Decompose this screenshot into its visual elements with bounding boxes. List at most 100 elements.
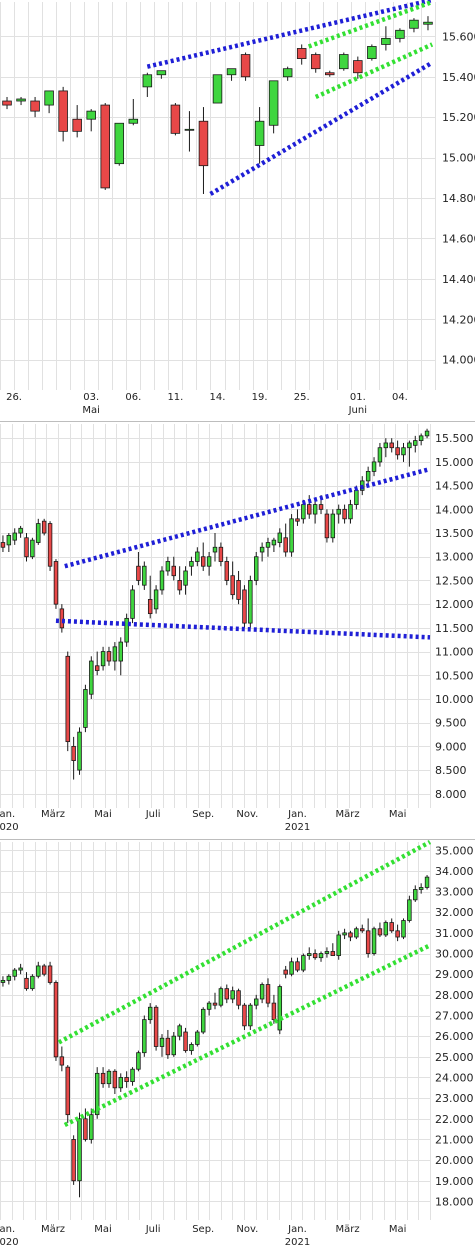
candle-up <box>301 504 306 520</box>
candle-up <box>424 876 430 888</box>
x-tick-label: Juli <box>145 809 161 820</box>
y-tick-label: 20.000 <box>435 1154 474 1167</box>
candle-up <box>383 442 389 449</box>
y-tick-label: 14.400 <box>442 273 475 286</box>
candle-up <box>301 955 306 971</box>
candle-up <box>407 899 412 921</box>
trendline <box>64 466 431 569</box>
candle-up <box>348 504 353 520</box>
y-tick-label: 10.000 <box>435 693 474 706</box>
candle-down <box>112 1070 118 1089</box>
candle-up <box>18 527 23 534</box>
candle-down <box>218 546 224 562</box>
candle-down <box>318 504 324 510</box>
candle-down <box>59 1056 65 1066</box>
y-tick-label: 15.000 <box>442 152 475 165</box>
grid-lines <box>0 842 431 1220</box>
candle-down <box>0 542 6 548</box>
candle-down <box>295 961 300 971</box>
candle-down <box>177 580 182 591</box>
candle-down <box>312 953 318 959</box>
x-tick-label: März <box>41 1224 65 1235</box>
candle-up <box>409 19 419 29</box>
y-tick-label: 15.500 <box>435 432 474 445</box>
x-tick-label: Nov. <box>236 1224 258 1235</box>
candle-down <box>47 523 53 567</box>
x-tick-label: 19. <box>252 392 268 403</box>
candle-down <box>124 1077 129 1083</box>
candle-up <box>6 975 12 981</box>
x-tick-label: Mai <box>94 1224 112 1235</box>
y-tick-label: 14.200 <box>442 313 475 326</box>
x-tick-label: 11. <box>167 392 183 403</box>
candle-down <box>240 54 251 78</box>
candle-up <box>230 990 235 1000</box>
candle-up <box>112 646 118 662</box>
y-tick-label: 29.000 <box>435 968 474 981</box>
candle-down <box>165 1037 171 1056</box>
candle-down <box>71 1139 76 1182</box>
candle-up <box>77 731 82 771</box>
candle-down <box>360 928 365 932</box>
candle-up <box>189 1044 194 1052</box>
candle-up <box>189 561 194 567</box>
y-tick-label: 24.000 <box>435 1071 474 1084</box>
x-tick-label: 26. <box>6 392 22 403</box>
candle-down <box>325 72 335 76</box>
trendline <box>55 618 431 640</box>
x-tick-label: Jan. <box>287 809 307 820</box>
candle-up <box>106 1070 112 1085</box>
x-year-label: 2020 <box>0 1237 19 1248</box>
y-tick-label: 9.000 <box>435 740 467 753</box>
candle-up <box>424 430 430 437</box>
trendline <box>146 0 433 69</box>
candle-down <box>242 589 247 624</box>
candle-up <box>195 1031 200 1045</box>
candle-down <box>342 508 347 520</box>
trendline <box>209 60 434 196</box>
candle-up <box>377 447 383 463</box>
candle-down <box>307 504 312 515</box>
candle-down <box>71 745 76 761</box>
trendline <box>307 0 433 49</box>
x-tick-label: Nov. <box>236 809 258 820</box>
x-tick-label: 03. <box>83 392 99 403</box>
candle-up <box>218 988 224 1006</box>
y-tick-label: 31.000 <box>435 927 474 940</box>
candle-up <box>142 74 153 88</box>
y-tick-label: 26.000 <box>435 1030 474 1043</box>
candle-up <box>318 953 324 959</box>
chart-panel-3: 18.000 19.000 20.000 21.000 22.000 23.000 24.0… <box>0 840 474 1248</box>
candle-up <box>118 641 123 662</box>
candle-up <box>142 1019 147 1054</box>
candle-up <box>195 551 200 562</box>
candle-down <box>53 561 59 605</box>
grid-lines <box>0 2 436 390</box>
candle-up <box>86 110 96 120</box>
candle-up <box>36 523 41 543</box>
x-tick-label: Jan. <box>287 1224 307 1235</box>
chart-panel-1: 14.000 14.200 14.400 14.600 14.800 15.000 15.2… <box>0 0 475 416</box>
candle-up <box>413 440 418 446</box>
candle-up <box>336 508 341 515</box>
candle-up <box>124 617 129 643</box>
y-tick-label: 14.000 <box>442 354 475 367</box>
candle-up <box>289 961 294 975</box>
candle-down <box>136 565 141 581</box>
x-tick-label: Mai <box>389 809 407 820</box>
candle-down <box>41 520 47 534</box>
x-tick-label: Sep. <box>192 809 214 820</box>
candle-up <box>183 570 188 586</box>
y-tick-label: 14.800 <box>442 192 475 205</box>
candle-up <box>206 1002 212 1010</box>
grid-lines <box>0 424 431 808</box>
candle-up <box>114 122 125 165</box>
trendline <box>57 840 432 1045</box>
candle-up <box>339 54 349 70</box>
x-tick-label: Mai <box>389 1224 407 1235</box>
candle-up <box>147 1006 153 1021</box>
y-tick-label: 30.000 <box>435 948 474 961</box>
candle-down <box>153 1006 159 1047</box>
candle-down <box>53 982 59 1058</box>
candle-up <box>395 29 405 39</box>
